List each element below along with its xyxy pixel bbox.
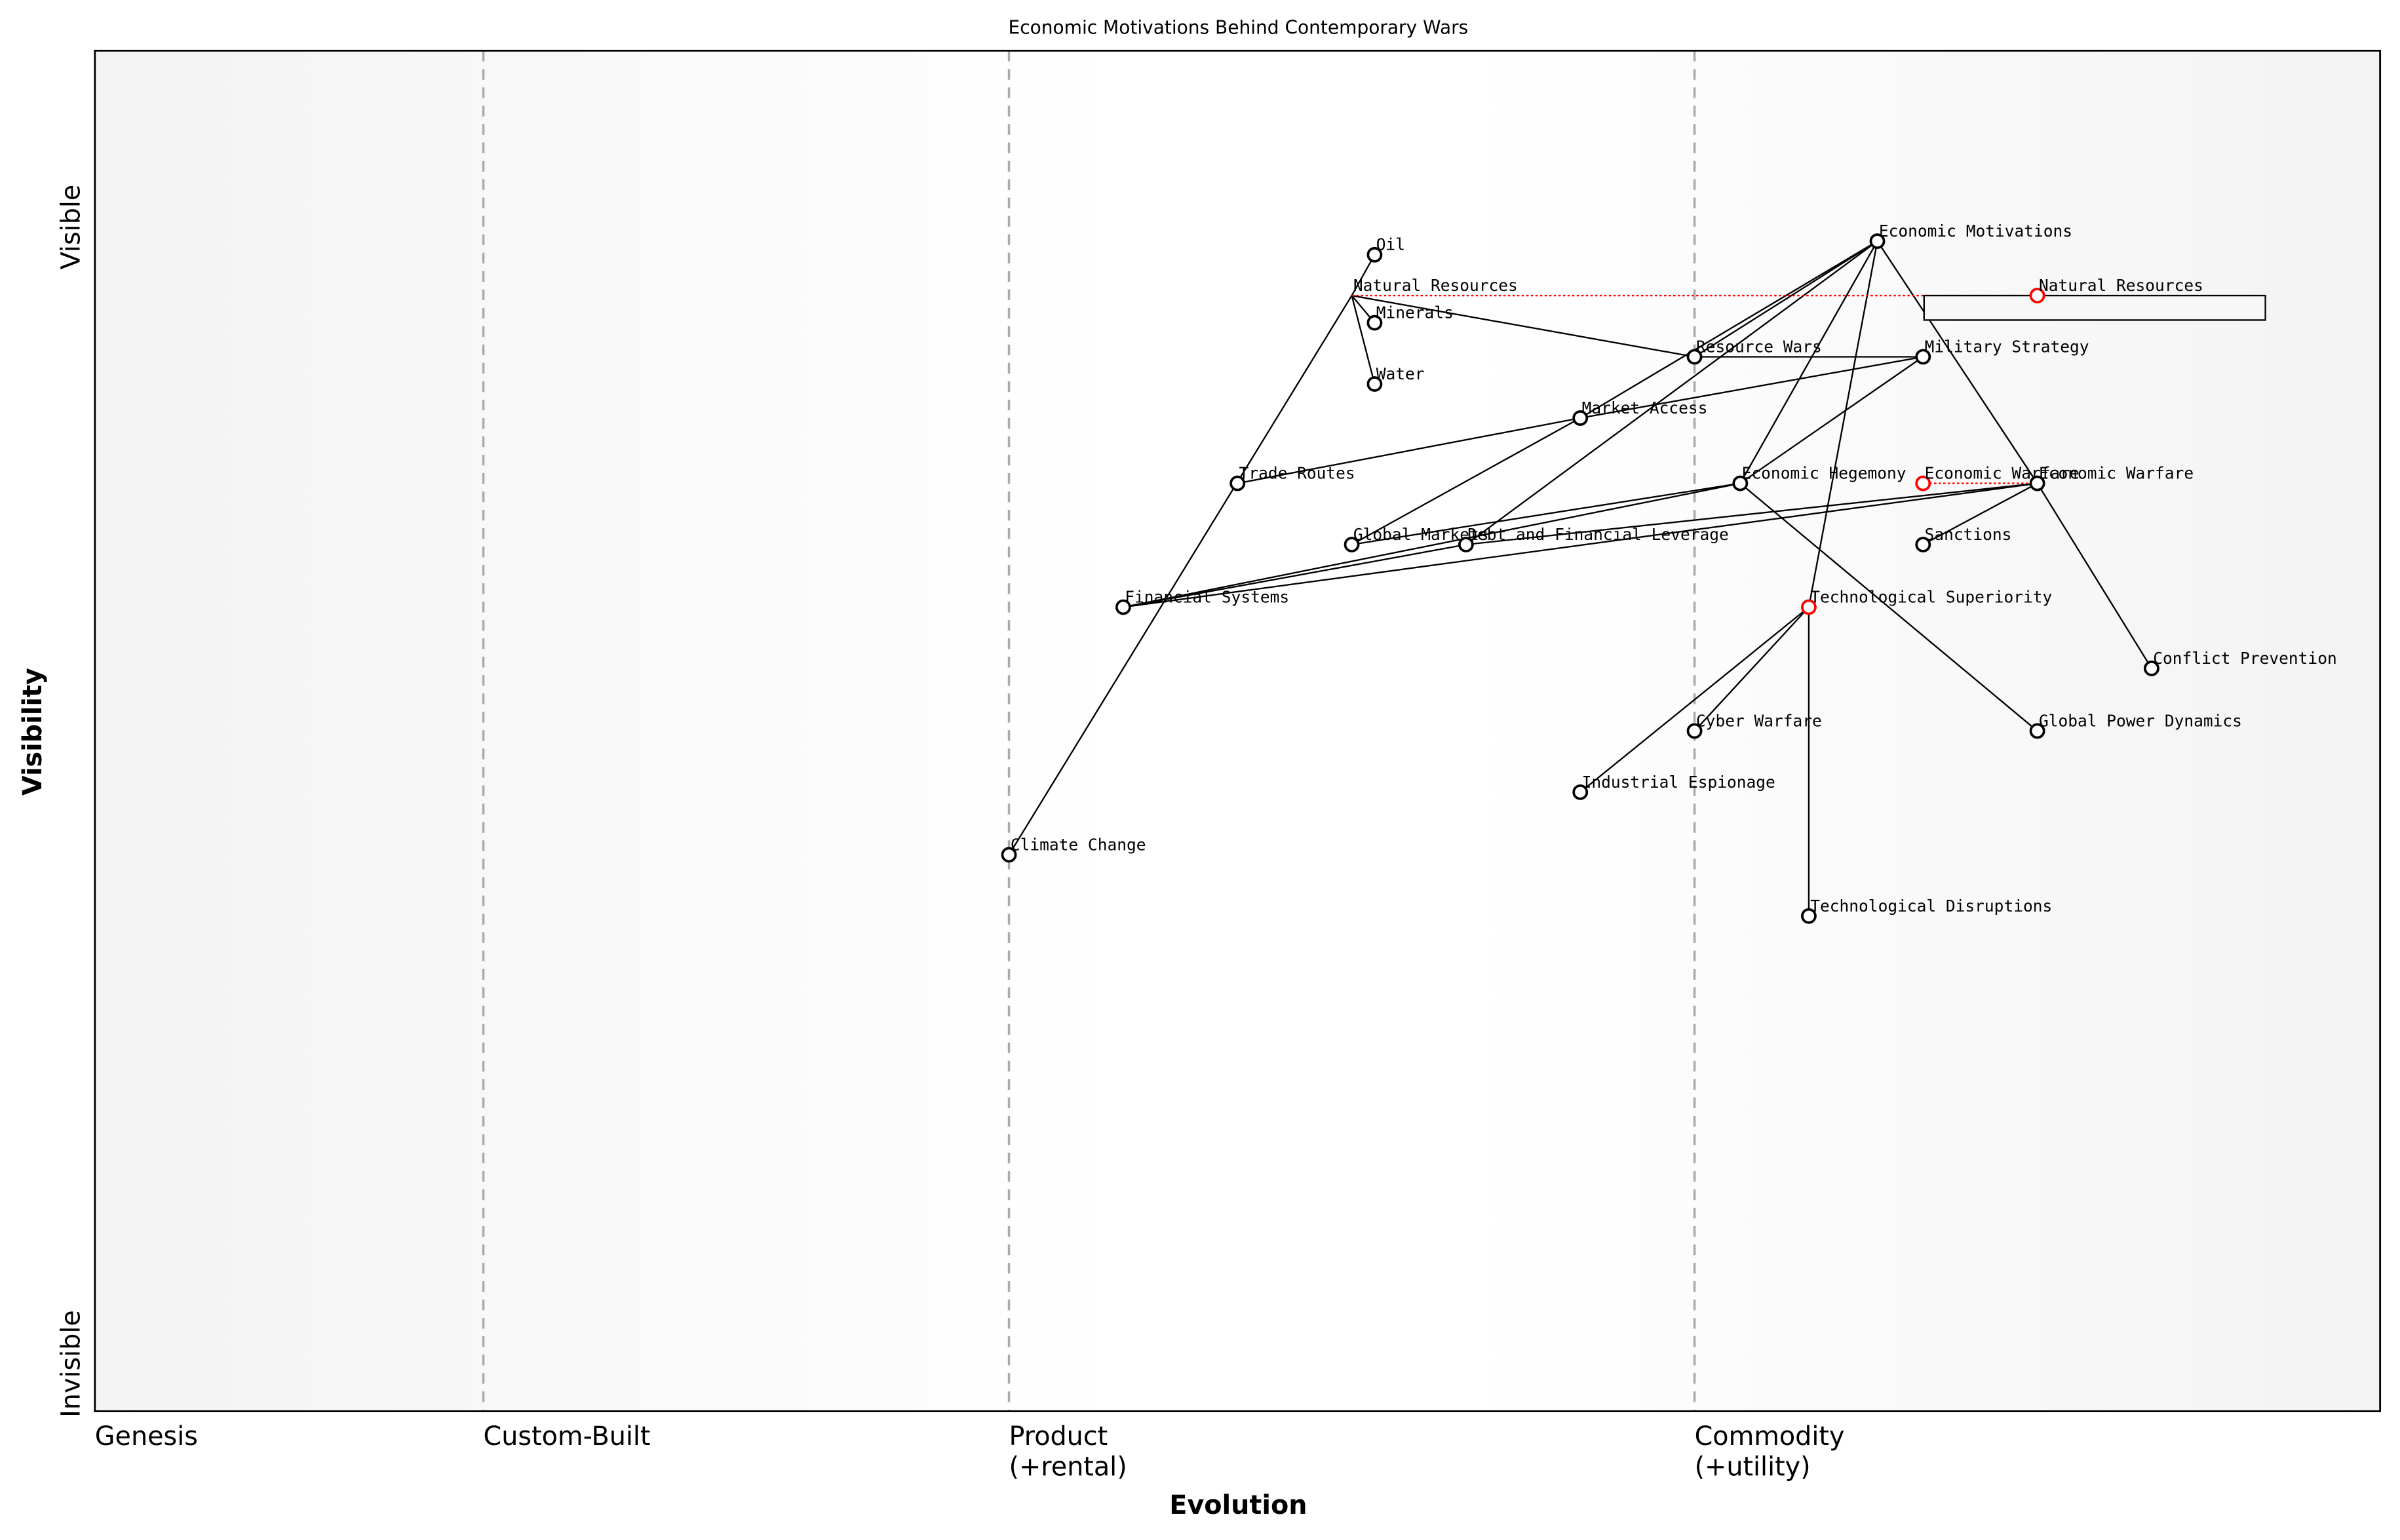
visible-label: Visible: [56, 185, 86, 270]
node-label-economic-motivations: Economic Motivations: [1879, 221, 2072, 241]
link-financial-systems-to-debt-and-financial-leverage: [1123, 543, 1467, 608]
node-label-minerals: Minerals: [1376, 303, 1454, 322]
link-economic-motivations-to-technological-superiority: [1808, 241, 1878, 607]
link-economic-warfare-to-conflict-prevention: [2036, 482, 2152, 669]
x-axis-label: Evolution: [1169, 1490, 1307, 1520]
node-industrial-espionage[interactable]: [1572, 784, 1589, 800]
annotation-box: [1923, 294, 2266, 321]
plot-frame: [94, 49, 2382, 1412]
stage-sublabel: (+rental): [1009, 1452, 1127, 1482]
node-label-technological-superiority: Technological Superiority: [1810, 588, 2052, 607]
node-oil[interactable]: [1366, 246, 1383, 263]
node-economic-warfare[interactable]: [2029, 475, 2045, 491]
node-market-access[interactable]: [1572, 410, 1589, 426]
link-economic-motivations-to-market-access: [1579, 241, 1878, 419]
node-sanctions[interactable]: [1915, 537, 1931, 552]
link-technological-superiority-to-cyber-warfare: [1694, 606, 1810, 732]
link-market-access-to-trade-routes: [1237, 417, 1581, 484]
node-technological-superiority[interactable]: [1801, 599, 1817, 615]
node-financial-systems[interactable]: [1115, 599, 1131, 615]
node-label-debt-and-financial-leverage: Debt and Financial Leverage: [1467, 525, 1729, 544]
link-military-strategy-to-market-access: [1580, 356, 1924, 419]
evolved-label-economic-warfare: Economic Warfare: [1925, 464, 2080, 483]
stage-label-product: Product: [1009, 1421, 1108, 1452]
node-conflict-prevention[interactable]: [2144, 661, 2159, 676]
map-title: Economic Motivations Behind Contemporary…: [1009, 17, 1469, 39]
node-label-conflict-prevention: Conflict Prevention: [2153, 649, 2336, 668]
node-label-military-strategy: Military Strategy: [1925, 337, 2089, 356]
link-natural-resources-to-climate-change: [1008, 295, 1353, 855]
link-economic-warfare-to-financial-systems: [1123, 482, 2038, 608]
link-natural-resources-to-resource-wars: [1351, 294, 1695, 358]
link-economic-motivations-to-economic-warfare: [1876, 241, 2038, 484]
node-label-oil: Oil: [1376, 235, 1405, 254]
node-economic-motivations[interactable]: [1869, 233, 1886, 249]
node-minerals[interactable]: [1366, 315, 1383, 331]
link-natural-resources-to-water: [1351, 295, 1376, 385]
stage-label-custom-built: Custom-Built: [484, 1421, 651, 1452]
stage-label-commodity: Commodity: [1695, 1421, 1845, 1452]
link-economic-motivations-to-debt-and-financial-leverage: [1465, 241, 1878, 545]
link-economic-motivations-to-economic-hegemony: [1739, 241, 1878, 484]
node-label-natural-resources: Natural Resources: [1353, 276, 1518, 295]
link-economic-motivations-to-resource-wars: [1694, 241, 1878, 358]
node-military-strategy[interactable]: [1915, 349, 1931, 365]
node-cyber-warfare[interactable]: [1686, 723, 1703, 739]
node-label-economic-warfare: Economic Warfare: [2039, 464, 2194, 483]
link-economic-warfare-to-debt-and-financial-leverage: [1465, 482, 2038, 546]
node-technological-disruptions[interactable]: [1801, 908, 1817, 924]
node-climate-change[interactable]: [1001, 847, 1017, 863]
evolved-node-economic-warfare[interactable]: [1915, 475, 1931, 491]
node-global-markets[interactable]: [1344, 537, 1360, 552]
node-label-economic-hegemony: Economic Hegemony: [1742, 464, 1906, 483]
link-economic-warfare-to-sanctions: [1922, 482, 2038, 546]
node-label-resource-wars: Resource Wars: [1696, 337, 1822, 356]
node-label-financial-systems: Financial Systems: [1125, 588, 1289, 607]
node-debt-and-financial-leverage[interactable]: [1458, 537, 1474, 552]
y-axis-label: Visibility: [18, 668, 48, 796]
node-label-water: Water: [1376, 364, 1425, 383]
evolved-node-natural-resources[interactable]: [2029, 288, 2045, 303]
node-resource-wars[interactable]: [1686, 349, 1703, 365]
node-label-cyber-warfare: Cyber Warfare: [1696, 711, 1822, 730]
evolved-label-natural-resources: Natural Resources: [2039, 276, 2203, 295]
link-economic-hegemony-to-financial-systems: [1123, 482, 1741, 608]
link-military-strategy-to-economic-hegemony: [1739, 356, 1924, 484]
invisible-label: Invisible: [56, 1310, 86, 1417]
node-label-industrial-espionage: Industrial Espionage: [1582, 773, 1775, 792]
node-label-market-access: Market Access: [1582, 398, 1708, 417]
node-economic-hegemony[interactable]: [1732, 475, 1749, 491]
link-technological-superiority-to-industrial-espionage: [1579, 606, 1810, 793]
node-label-technological-disruptions: Technological Disruptions: [1810, 896, 2052, 915]
node-label-climate-change: Climate Change: [1011, 835, 1146, 854]
stage-label-genesis: Genesis: [95, 1421, 198, 1452]
link-market-access-to-global-markets: [1351, 417, 1581, 546]
link-economic-hegemony-to-global-markets: [1351, 482, 1741, 546]
node-trade-routes[interactable]: [1229, 475, 1246, 491]
node-label-trade-routes: Trade Routes: [1239, 464, 1355, 483]
link-economic-hegemony-to-global-power-dynamics: [1739, 482, 2038, 732]
plot-area: [94, 50, 2380, 1412]
node-water[interactable]: [1366, 376, 1383, 392]
node-label-global-power-dynamics: Global Power Dynamics: [2039, 711, 2242, 730]
node-global-power-dynamics[interactable]: [2029, 723, 2045, 739]
stage-sublabel: (+utility): [1695, 1452, 1811, 1482]
node-label-sanctions: Sanctions: [1925, 525, 2012, 544]
